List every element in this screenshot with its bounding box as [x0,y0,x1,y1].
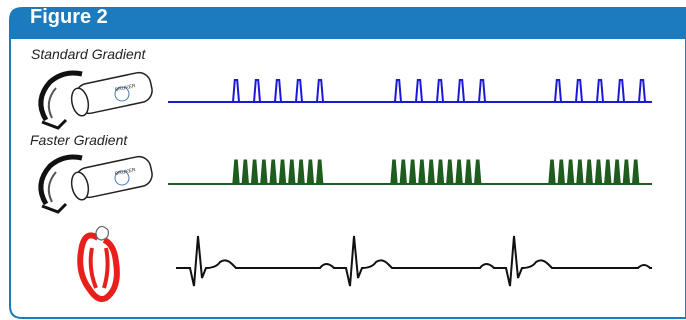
gradient-pulse [596,79,604,103]
gradient-pulse [554,79,562,103]
gradient-pulse [436,79,444,103]
gradient-pulse [478,79,486,103]
gradient-pulse [278,159,287,185]
standard-gradient-label: Standard Gradient [31,46,146,62]
gradient-pulse [306,159,315,185]
gradient-pulse [399,159,407,185]
gradient-pulse [622,159,631,185]
gradient-pulse [250,159,259,185]
gradient-pulse [316,159,324,185]
gradient-pulse [427,159,435,185]
gradient-pulse [576,159,584,185]
gradient-pulse [613,159,621,185]
mri-scanner-icon: BRUKER [38,70,153,130]
faster-gradient-label: Faster Gradient [30,132,128,148]
faster-gradient-waveform [168,159,652,185]
gradient-pulse [418,159,426,185]
gradient-pulse [297,159,305,185]
gradient-pulse [566,159,575,185]
gradient-pulse [457,79,465,103]
gradient-pulse [394,79,402,103]
gradient-pulse [575,79,583,103]
gradient-pulse [253,79,261,103]
gradient-pulse [474,159,482,185]
gradient-pulse [295,79,303,103]
title-bar [10,8,686,36]
figure-title: Figure 2 [30,6,108,28]
gradient-pulse [415,79,423,103]
svg-text:BRUKER: BRUKER [114,83,136,93]
gradient-pulse [632,159,640,185]
gradient-pulse [638,79,646,103]
gradient-pulse [557,159,565,185]
gradient-pulse [316,79,324,103]
standard-gradient-waveform [168,79,652,103]
gradient-pulse [594,159,603,185]
gradient-pulse [288,159,296,185]
ecg-waveform [176,235,652,287]
gradient-pulse [585,159,593,185]
gradient-pulse [604,159,612,185]
gradient-pulse [446,159,454,185]
gradient-pulse [232,79,240,103]
ecg-trace [176,235,652,287]
heart-icon [77,225,120,302]
gradient-pulse [548,159,556,185]
gradient-pulse [617,79,625,103]
gradient-pulse [274,79,282,103]
gradient-pulse [455,159,463,185]
gradient-pulse [241,159,249,185]
gradient-pulse [232,159,240,185]
mri-scanner-icon: BRUKER [38,154,153,214]
gradient-pulse [464,159,473,185]
gradient-pulse [390,159,398,185]
svg-text:BRUKER: BRUKER [114,167,136,177]
gradient-pulse [260,159,268,185]
gradient-pulse [436,159,445,185]
gradient-pulse [408,159,417,185]
gradient-pulse [269,159,277,185]
